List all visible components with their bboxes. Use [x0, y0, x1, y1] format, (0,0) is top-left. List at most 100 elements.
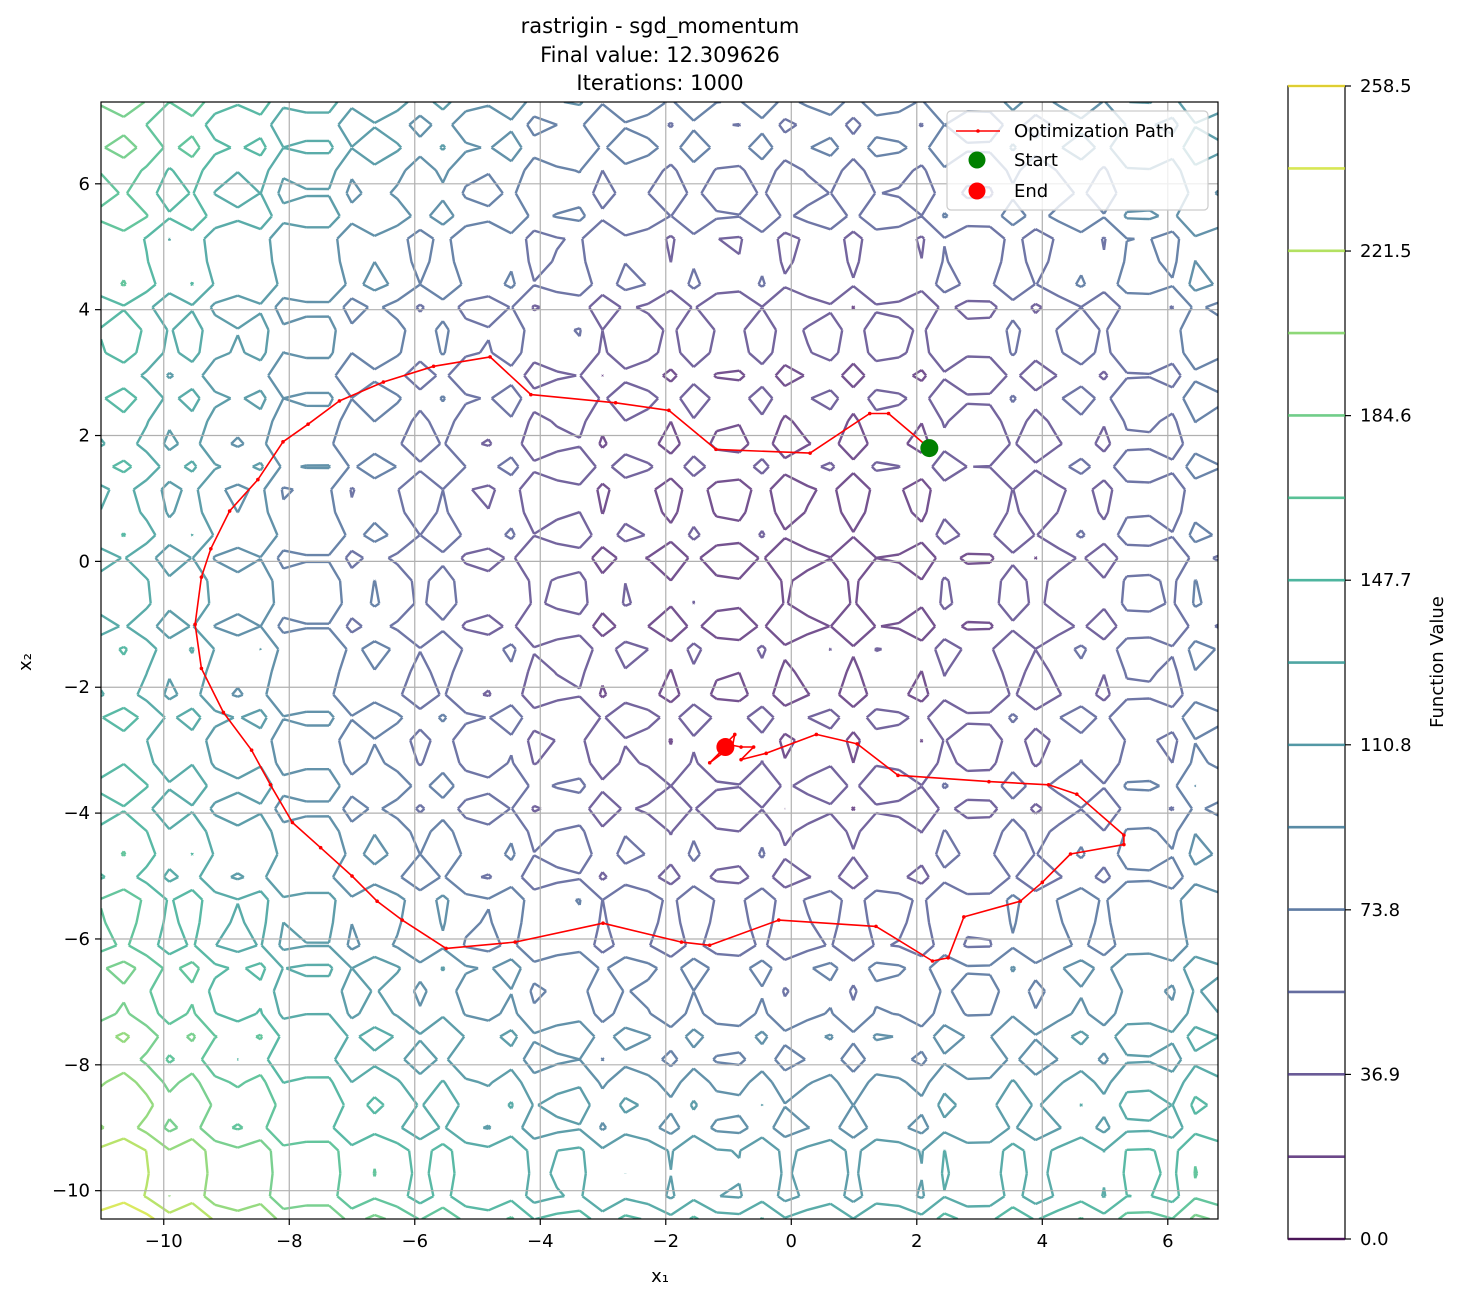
path-point — [751, 745, 756, 749]
path-point — [513, 940, 517, 944]
path-point — [808, 451, 812, 455]
y-tick-label: −10 — [52, 1181, 90, 1202]
colorbar-label: Function Value — [1427, 596, 1448, 728]
path-point — [268, 782, 273, 787]
contour-level-line — [101, 102, 1218, 1219]
colorbar-tick-label: 221.5 — [1360, 241, 1412, 262]
path-point — [855, 742, 859, 746]
contour-level-line — [154, 102, 1218, 1204]
path-point — [946, 956, 950, 960]
path-point — [1068, 852, 1073, 856]
contour-level-line — [460, 230, 1119, 890]
y-axis-ticks: −10 −8 −6 −4 −2 0 2 4 6 — [52, 174, 101, 1202]
x-tick-label: 4 — [1037, 1231, 1048, 1252]
colorbar-tick-label: 36.9 — [1360, 1064, 1400, 1085]
chart-title-line2: Final value: 12.309626 — [540, 43, 780, 67]
path-point — [764, 751, 768, 756]
y-tick-label: 4 — [79, 300, 90, 321]
colorbar-level-lines — [1288, 84, 1345, 1241]
path-point — [249, 748, 254, 752]
path-point — [601, 921, 605, 926]
colorbar-tick-label: 110.8 — [1360, 735, 1412, 756]
colorbar-tick-label: 73.8 — [1360, 900, 1400, 921]
path-point — [281, 440, 285, 444]
start-point-marker — [920, 439, 939, 458]
path-point — [776, 918, 781, 922]
x-axis-label: x₁ — [651, 1266, 669, 1287]
chart-title-line1: rastrigin - sgd_momentum — [521, 14, 800, 39]
path-point — [488, 355, 492, 359]
path-point — [739, 745, 743, 749]
legend-start-label: Start — [1014, 150, 1058, 171]
contour-level-line — [101, 102, 1218, 1219]
path-point — [256, 477, 260, 482]
path-point — [707, 760, 712, 765]
path-point — [1040, 880, 1045, 885]
y-tick-label: −2 — [63, 677, 90, 698]
path-point — [199, 575, 204, 579]
path-point — [814, 732, 819, 737]
y-tick-label: −6 — [63, 929, 90, 950]
contour-level-line — [101, 1031, 278, 1219]
y-tick-label: 0 — [79, 551, 90, 572]
path-point — [962, 915, 966, 919]
path-point — [350, 874, 354, 878]
colorbar-tick-label: 147.7 — [1360, 570, 1412, 591]
x-tick-label: −2 — [653, 1231, 680, 1252]
path-point — [733, 732, 737, 737]
path-point — [613, 401, 618, 405]
path-point — [896, 773, 900, 778]
contour-level-line — [212, 102, 1218, 1139]
path-point — [1018, 899, 1023, 904]
path-point — [714, 447, 718, 452]
end-point-marker — [716, 738, 735, 757]
path-point — [381, 380, 386, 384]
path-point — [1122, 842, 1126, 847]
colorbar-tick-label: 258.5 — [1360, 76, 1412, 97]
contour-level-line — [101, 102, 1210, 1219]
path-point — [667, 408, 671, 413]
y-tick-label: 2 — [79, 426, 90, 447]
path-point — [209, 547, 213, 551]
y-axis-label: x₂ — [15, 653, 36, 671]
path-point — [221, 710, 226, 715]
path-point — [886, 411, 891, 416]
legend-path-label: Optimization Path — [1014, 121, 1174, 142]
legend-start-swatch — [968, 151, 986, 169]
path-point — [400, 918, 405, 922]
path-point — [444, 946, 448, 951]
contour-level-line — [101, 1201, 155, 1219]
y-tick-label: −8 — [63, 1055, 90, 1076]
y-tick-label: −4 — [63, 803, 90, 824]
path-point — [874, 924, 878, 929]
contour-lines — [101, 102, 1218, 1219]
contour-level-line — [101, 102, 1218, 1219]
x-tick-label: −6 — [401, 1231, 428, 1252]
plot-area — [100, 101, 1219, 1220]
contour-level-line — [591, 305, 1038, 812]
path-point — [529, 392, 533, 397]
path-point — [679, 940, 684, 944]
path-point — [707, 943, 712, 948]
path-point — [1075, 792, 1079, 797]
path-point — [290, 820, 295, 825]
contour-level-line — [344, 116, 1218, 1001]
path-point — [199, 666, 204, 671]
path-point — [987, 779, 991, 784]
path-point — [337, 399, 342, 403]
x-axis-ticks: −10 −8 −6 −4 −2 0 2 4 6 — [145, 1219, 1174, 1252]
colorbar-tick-label: 0.0 — [1360, 1229, 1389, 1250]
colorbar-tick-label: 184.6 — [1360, 406, 1412, 427]
path-point — [431, 364, 436, 369]
x-tick-label: 6 — [1162, 1231, 1173, 1252]
path-point — [193, 622, 197, 627]
colorbar-ticks: 0.0 36.9 73.8 110.8 147.7 184.6 221.5 258.5 — [1345, 76, 1412, 1250]
path-point — [930, 959, 935, 963]
plot-frame — [100, 101, 1219, 1220]
optimization-path — [193, 355, 1126, 963]
legend-end-swatch — [968, 182, 986, 200]
x-tick-label: −4 — [527, 1231, 554, 1252]
x-tick-label: −8 — [276, 1231, 303, 1252]
legend-path-marker — [976, 129, 980, 133]
